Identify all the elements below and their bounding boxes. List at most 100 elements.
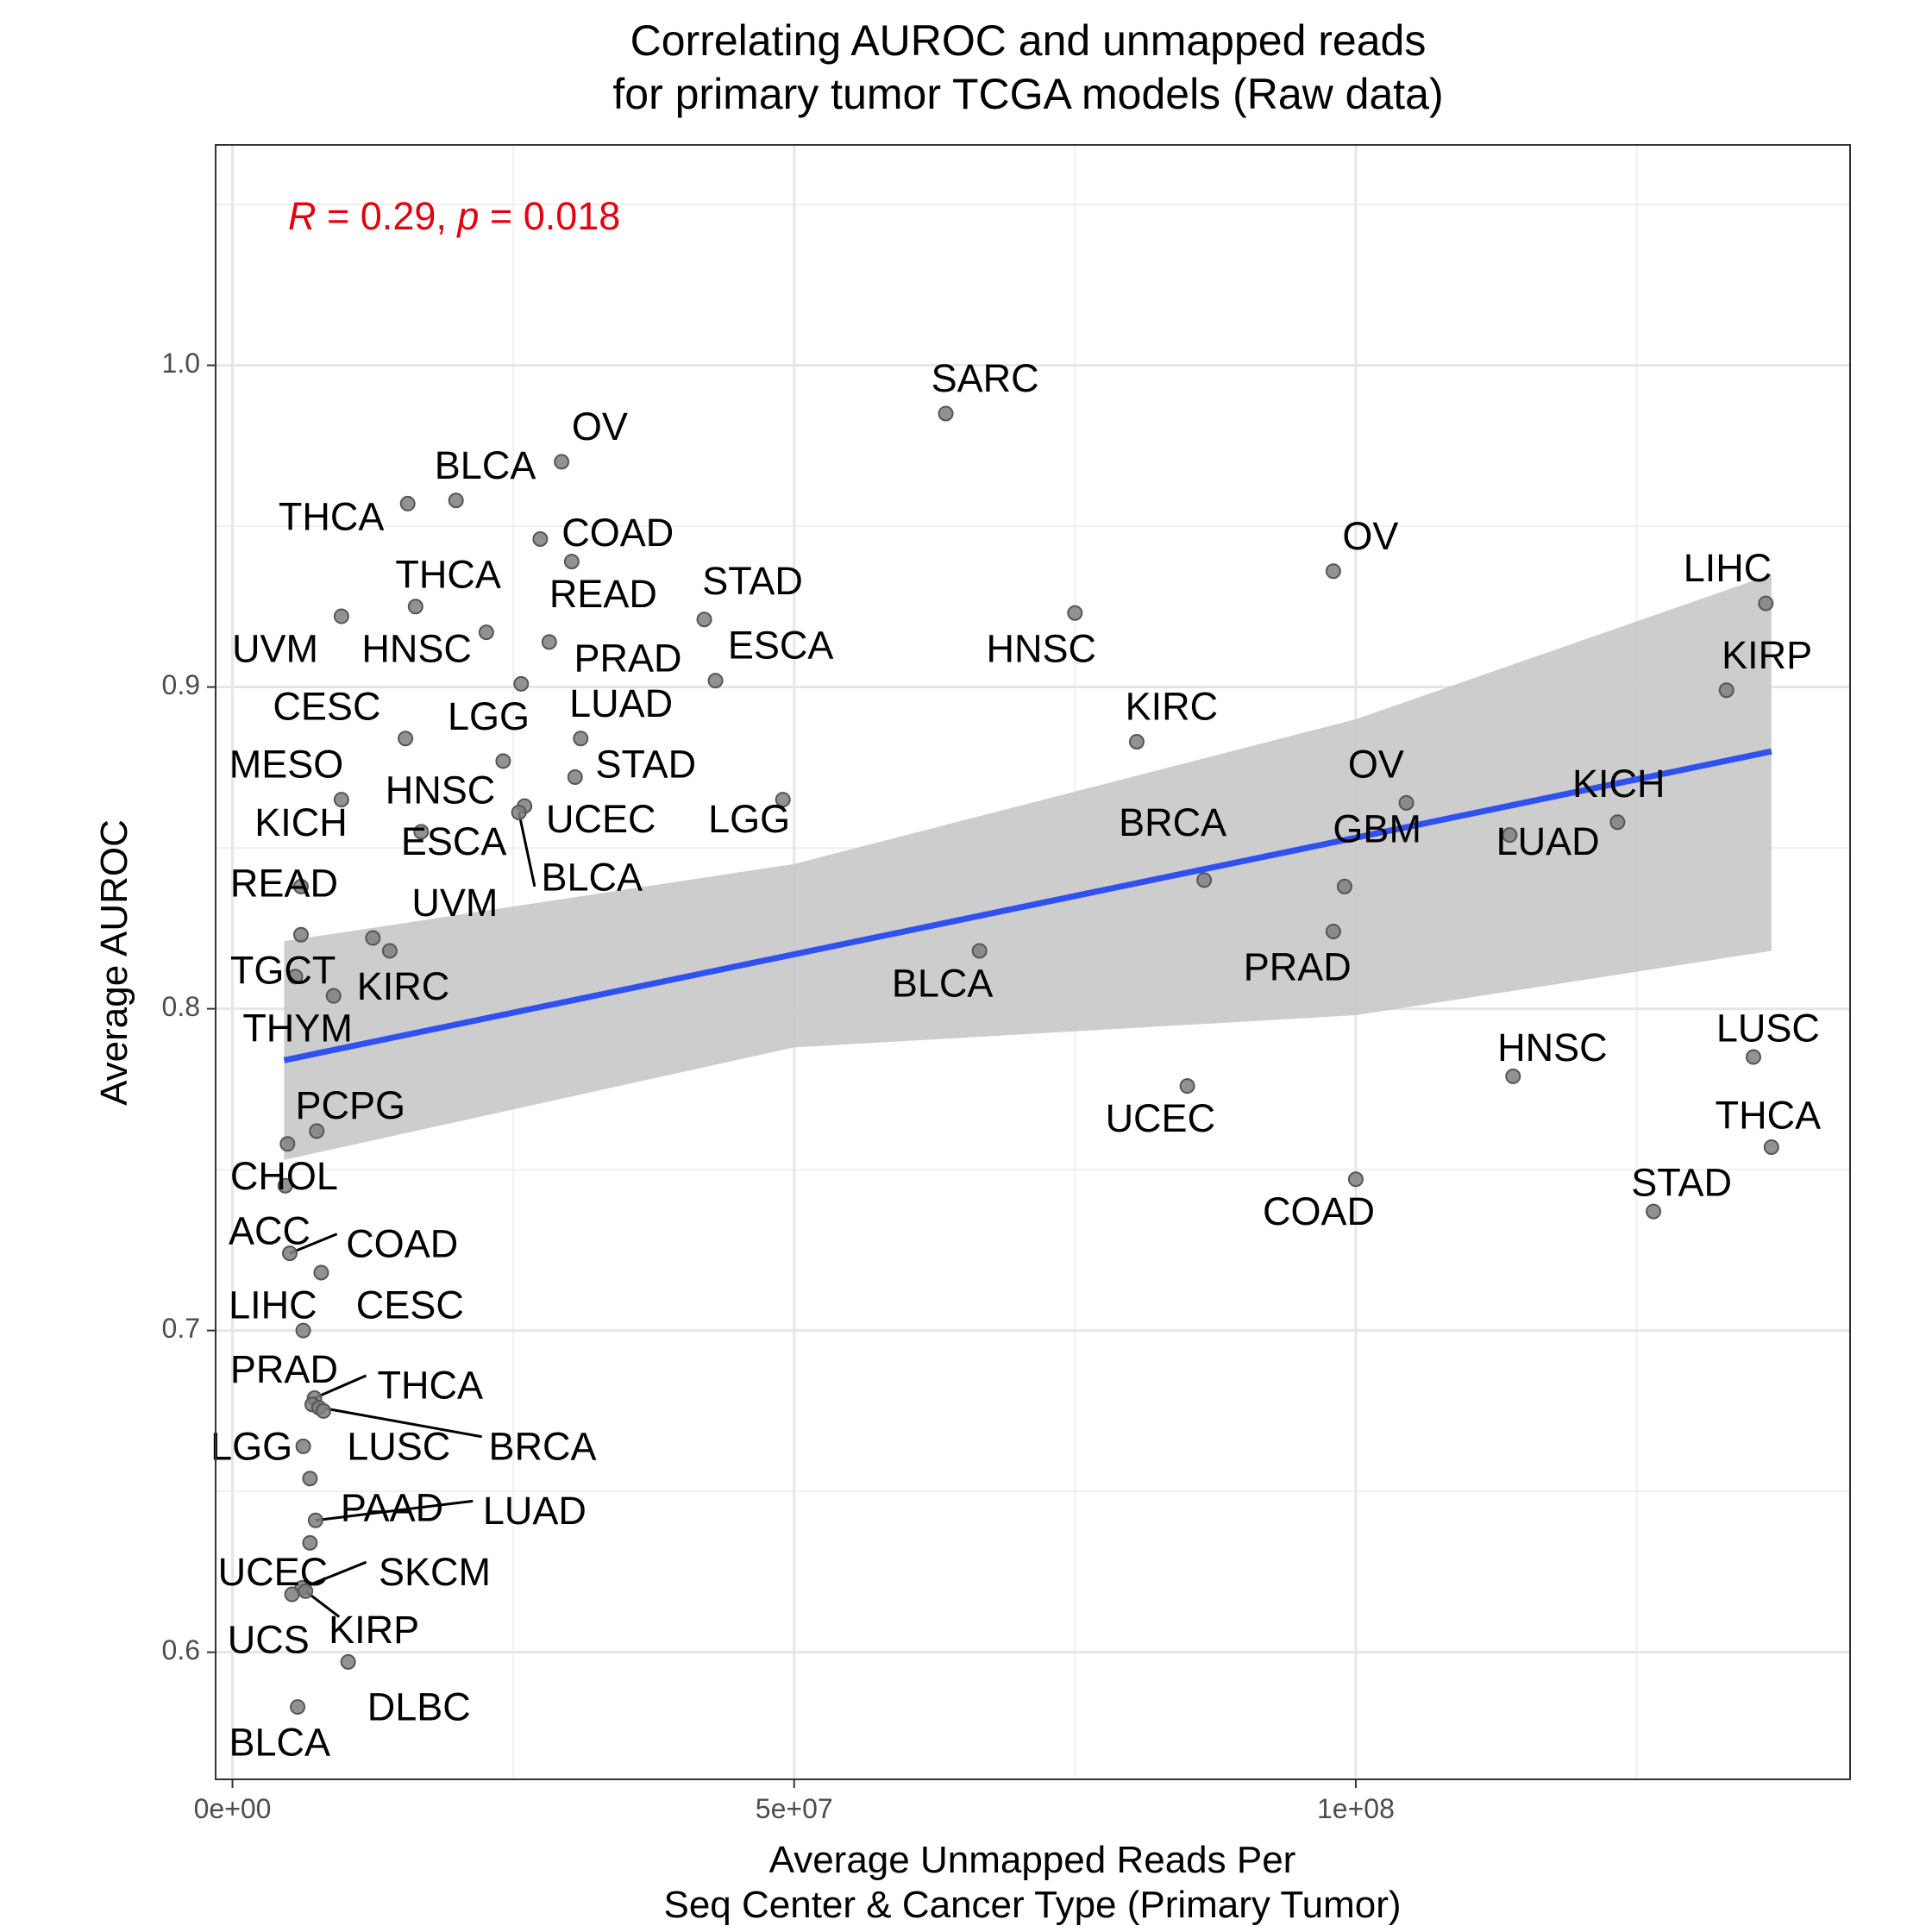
point-label: KIRP — [329, 1608, 419, 1652]
point-label: HNSC — [386, 768, 496, 812]
point-label: SKCM — [379, 1550, 491, 1594]
point-label: LGG — [210, 1425, 292, 1469]
point-label: BRCA — [1119, 800, 1226, 844]
data-point — [302, 1471, 318, 1487]
point-label: LUSC — [1716, 1007, 1820, 1051]
leader-line — [315, 1499, 474, 1522]
leader-line — [314, 1374, 367, 1400]
point-label: THCA — [279, 494, 385, 538]
point-label: PAAD — [341, 1485, 443, 1529]
p-symbol: p — [455, 194, 479, 238]
data-point — [333, 792, 349, 808]
point-label: LUAD — [569, 681, 673, 725]
data-point — [1196, 872, 1213, 888]
x-axis-ticks: 0e+00 5e+07 1e+08 — [194, 1779, 1395, 1824]
point-label: THCA — [378, 1364, 484, 1408]
data-point — [1646, 1203, 1662, 1220]
data-point — [325, 988, 342, 1004]
point-label: STAD — [595, 743, 696, 787]
data-point — [567, 769, 583, 786]
x-axis-title-line2: Seq Center & Cancer Type (Primary Tumor) — [663, 1884, 1401, 1926]
data-point — [1758, 595, 1774, 612]
point-label: BLCA — [435, 443, 536, 487]
point-label: KICH — [254, 800, 348, 844]
data-point — [573, 731, 589, 747]
data-point — [302, 1534, 318, 1551]
data-point — [1763, 1138, 1779, 1155]
point-label: UCS — [228, 1617, 310, 1661]
point-label: UCEC — [1106, 1096, 1216, 1140]
point-label: PCPG — [296, 1083, 406, 1127]
data-point — [1609, 814, 1626, 831]
point-label: BLCA — [229, 1721, 330, 1765]
data-point — [554, 454, 570, 470]
x-tick-label: 0e+00 — [194, 1793, 272, 1824]
point-label: UVM — [232, 626, 318, 670]
data-point — [1325, 563, 1341, 580]
point-label: LUSC — [347, 1425, 450, 1469]
data-point — [365, 930, 381, 946]
regression-line — [283, 748, 1772, 1063]
y-axis-title: Average AUROC — [93, 819, 135, 1106]
data-point — [277, 1177, 293, 1194]
leader-line — [321, 1406, 482, 1439]
data-point — [478, 624, 494, 641]
data-point — [1325, 924, 1341, 940]
point-label: BRCA — [488, 1425, 596, 1469]
data-point — [284, 1586, 300, 1603]
x-axis-title-line1: Average Unmapped Reads Per — [769, 1839, 1296, 1881]
data-point — [292, 926, 309, 943]
data-point — [292, 878, 309, 894]
data-point — [1505, 1068, 1521, 1084]
data-point — [313, 1264, 329, 1281]
point-label: LUAD — [483, 1489, 586, 1533]
data-point — [295, 1438, 311, 1454]
data-point — [1336, 878, 1352, 894]
data-point — [775, 792, 791, 808]
y-tick-label: 0.8 — [162, 991, 200, 1022]
point-label: LUAD — [1496, 819, 1600, 863]
point-label: OV — [1342, 514, 1398, 558]
leader-line — [301, 1560, 367, 1590]
leader-line — [289, 1233, 338, 1255]
point-label: HNSC — [361, 626, 472, 670]
data-point — [381, 943, 398, 959]
data-point — [707, 673, 724, 689]
point-label: ESCA — [728, 624, 834, 668]
data-point — [407, 599, 423, 615]
data-point — [295, 1322, 311, 1339]
fit-line-layer — [283, 748, 1772, 1063]
point-label: PRAD — [230, 1347, 338, 1391]
data-point — [333, 608, 349, 624]
correlation-stat-text: R = 0.29, p = 0.018 — [288, 194, 620, 238]
data-point — [413, 824, 430, 840]
point-label: OV — [1348, 743, 1404, 787]
point-label: READ — [230, 862, 338, 906]
y-tick-label: 0.6 — [162, 1634, 200, 1665]
point-label: THCA — [395, 553, 501, 597]
data-point — [938, 405, 954, 422]
point-label: GBM — [1333, 806, 1421, 850]
point-label: THCA — [1716, 1093, 1822, 1137]
point-label: OV — [572, 405, 628, 448]
data-point — [532, 530, 549, 547]
data-point — [1347, 1171, 1364, 1188]
point-label: LIHC — [1684, 546, 1772, 590]
point-label: BLCA — [892, 961, 994, 1005]
point-label: KIRC — [1126, 685, 1219, 729]
chart-title-line1: Correlating AUROC and unmapped reads — [630, 16, 1427, 65]
data-point — [1398, 794, 1414, 811]
point-label: STAD — [702, 559, 803, 603]
point-label: KIRC — [357, 964, 450, 1008]
point-label: STAD — [1631, 1161, 1732, 1205]
point-label: KICH — [1572, 762, 1665, 806]
r-symbol: R — [288, 194, 317, 238]
chart-title-line2: for primary tumor TCGA models (Raw data) — [612, 70, 1443, 118]
point-label: COAD — [1263, 1189, 1375, 1233]
y-axis-ticks: 0.6 0.7 0.8 0.9 1.0 — [162, 348, 216, 1665]
point-label: UVM — [411, 881, 498, 925]
point-label: THYM — [242, 1007, 353, 1051]
data-point — [1128, 733, 1145, 750]
point-label: LGG — [448, 694, 530, 738]
data-point — [448, 492, 464, 509]
